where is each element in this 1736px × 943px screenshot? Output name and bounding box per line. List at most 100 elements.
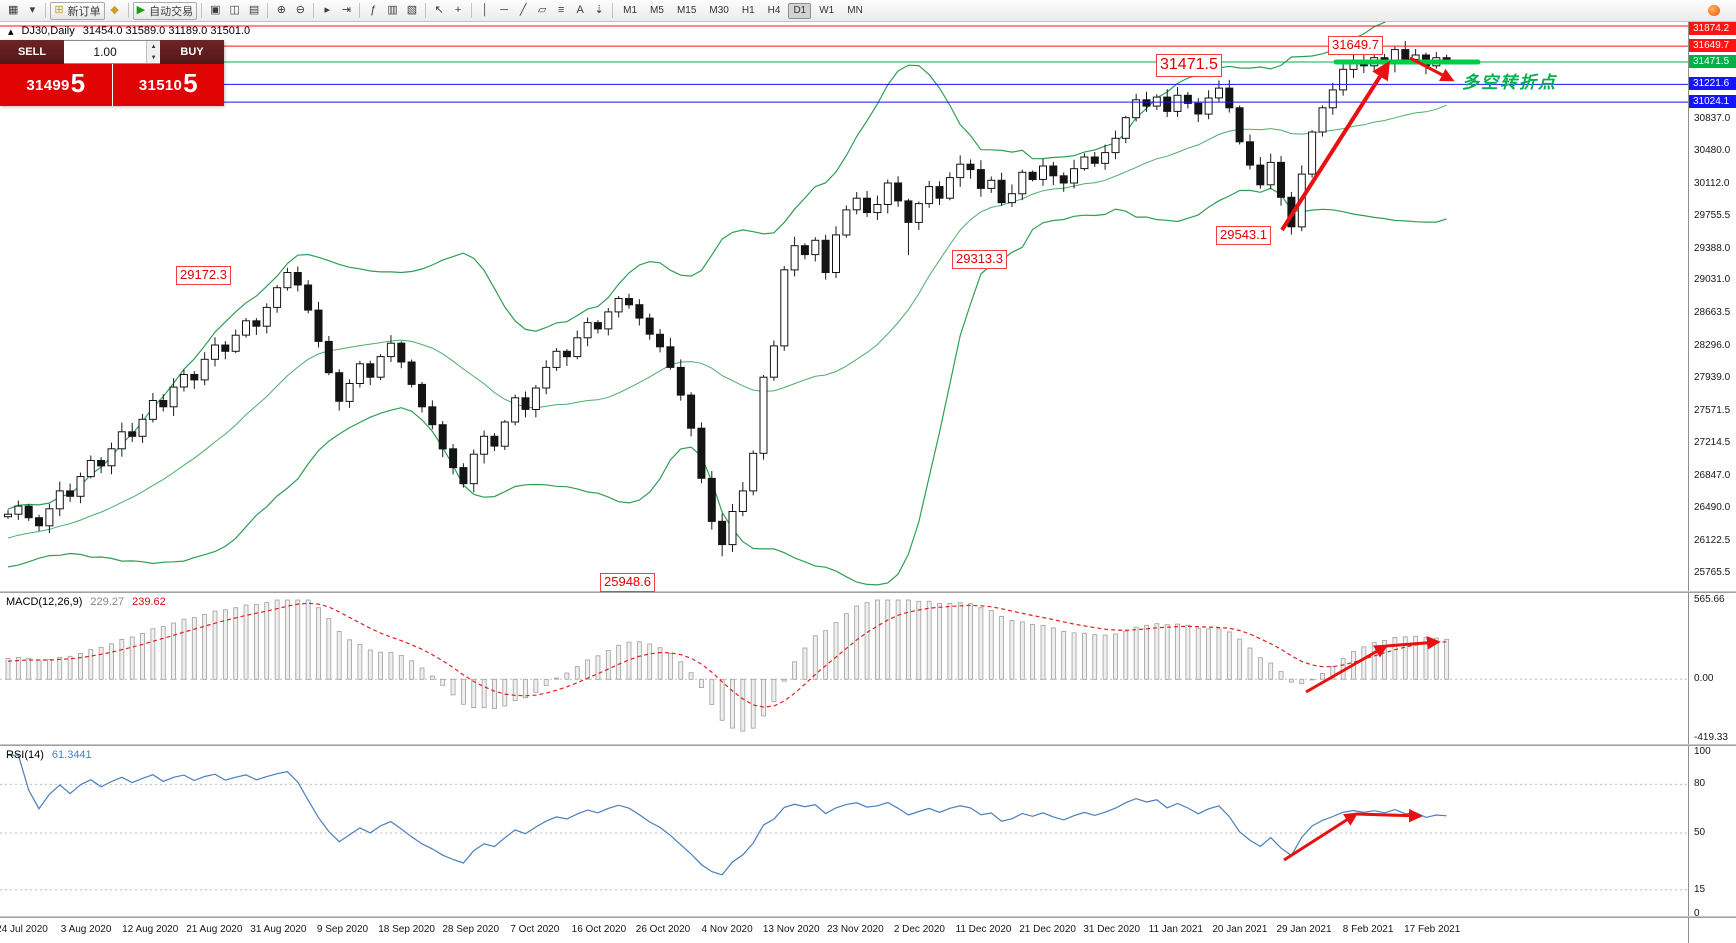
macd-bar bbox=[678, 661, 684, 680]
lot-decrease-button[interactable]: ▼ bbox=[147, 52, 160, 63]
timeframe-m30[interactable]: M30 bbox=[704, 3, 733, 19]
zoom-out-icon[interactable]: ⊖ bbox=[291, 2, 309, 20]
red-arrow bbox=[1280, 60, 1390, 232]
trend-arrows[interactable] bbox=[1280, 56, 1455, 862]
rsi-axis-label: 50 bbox=[1694, 827, 1706, 838]
zoom-in-icon[interactable]: ⊕ bbox=[272, 2, 290, 20]
crosshair-icon[interactable]: + bbox=[449, 2, 467, 20]
timeframe-mn[interactable]: MN bbox=[842, 3, 868, 19]
templates-icon[interactable]: ▧ bbox=[403, 2, 421, 20]
macd-bar bbox=[347, 639, 352, 680]
macd-bar bbox=[450, 678, 456, 696]
sell-button[interactable]: SELL bbox=[0, 40, 64, 64]
macd-bar bbox=[1206, 628, 1211, 680]
timeframe-w1[interactable]: W1 bbox=[814, 3, 839, 19]
lot-increase-button[interactable]: ▲ bbox=[147, 41, 160, 52]
arrow-objects-icon[interactable]: ⇣ bbox=[590, 2, 608, 20]
panel-separator[interactable] bbox=[0, 916, 1736, 918]
cascade-windows-icon[interactable]: ◫ bbox=[226, 2, 244, 20]
zoom-out-icon: ⊖ bbox=[295, 4, 305, 16]
level-price-badge: 31649.7 bbox=[1689, 39, 1736, 53]
macd-bar bbox=[47, 659, 52, 680]
equidistant-channel-icon: ▱ bbox=[537, 4, 547, 16]
new-order-button[interactable]: ⊞ 新订单 bbox=[50, 1, 105, 20]
auto-scroll-icon[interactable]: ▸ bbox=[318, 2, 336, 20]
timeframe-h4[interactable]: H4 bbox=[763, 3, 786, 19]
cursor-icon: ↖ bbox=[434, 4, 444, 16]
timeframe-m1[interactable]: M1 bbox=[618, 3, 642, 19]
macd-bar bbox=[1392, 637, 1398, 680]
profiles-icon: ▾ bbox=[29, 4, 36, 16]
date-label: 11 Dec 2020 bbox=[955, 924, 1012, 935]
macd-bar bbox=[36, 659, 42, 680]
panel-separator[interactable] bbox=[0, 744, 1736, 746]
chart-shift-icon[interactable]: ⇥ bbox=[337, 2, 355, 20]
macd-bar bbox=[926, 600, 932, 680]
buy-button[interactable]: BUY bbox=[160, 40, 224, 64]
equidistant-channel-icon[interactable]: ▱ bbox=[533, 2, 551, 20]
profiles-icon[interactable]: ▾ bbox=[23, 2, 41, 20]
timeframe-h1[interactable]: H1 bbox=[737, 3, 760, 19]
text-label-icon[interactable]: A bbox=[571, 2, 589, 20]
macd-bar bbox=[1102, 634, 1108, 680]
period-selector-icon[interactable]: ▥ bbox=[383, 2, 401, 20]
tile-windows-icon: ▣ bbox=[210, 4, 221, 16]
price-annotation: 25948.6 bbox=[600, 573, 655, 592]
macd-bar bbox=[1185, 624, 1191, 680]
price-tick-label: 25765.5 bbox=[1694, 566, 1731, 578]
zoom-in-icon: ⊕ bbox=[276, 4, 286, 16]
panel-separator[interactable] bbox=[0, 591, 1736, 593]
lot-size-input[interactable] bbox=[64, 41, 147, 63]
sound-alert-icon[interactable]: ◆ bbox=[106, 2, 124, 20]
macd-bar bbox=[388, 652, 394, 680]
macd-bar bbox=[812, 635, 818, 680]
notifications-icon[interactable] bbox=[1708, 5, 1720, 16]
macd-bar bbox=[336, 631, 342, 680]
fibonacci-icon[interactable]: ≡ bbox=[552, 2, 570, 20]
macd-bar bbox=[378, 651, 384, 680]
macd-bar bbox=[1092, 634, 1098, 680]
macd-bar bbox=[1382, 640, 1387, 680]
macd-bar bbox=[668, 653, 673, 680]
macd-bar bbox=[1320, 673, 1325, 680]
timeframe-m5[interactable]: M5 bbox=[645, 3, 669, 19]
macd-bar bbox=[719, 678, 725, 721]
macd-bar bbox=[657, 647, 663, 680]
timeframe-d1[interactable]: D1 bbox=[788, 2, 812, 19]
auto-trading-button[interactable]: ▶ 自动交易 bbox=[132, 1, 198, 20]
buy-price[interactable]: 31510 5 bbox=[112, 64, 224, 106]
chart-canvas[interactable] bbox=[0, 22, 1688, 943]
vertical-line-icon[interactable]: │ bbox=[476, 2, 494, 20]
time-axis[interactable]: 24 Jul 2020 3 Aug 2020 12 Aug 2020 21 Aug 2… bbox=[0, 917, 1688, 943]
price-axis[interactable]: 31874.2 31649.7 31471.5 31221.6 31024.1 30837… bbox=[1688, 22, 1736, 943]
tile-windows-icon[interactable]: ▣ bbox=[206, 2, 224, 20]
macd-bar bbox=[326, 618, 332, 680]
macd-bar bbox=[1237, 638, 1243, 680]
macd-bar bbox=[409, 660, 415, 680]
macd-bar bbox=[119, 639, 125, 680]
rsi-axis-label: 0 bbox=[1694, 908, 1700, 919]
trendline-icon[interactable]: ╱ bbox=[514, 2, 532, 20]
date-label: 11 Jan 2021 bbox=[1148, 924, 1203, 935]
macd-bar bbox=[57, 656, 63, 680]
sell-price-main: 31499 bbox=[26, 76, 70, 94]
sell-price[interactable]: 31499 5 bbox=[0, 64, 112, 106]
price-tick-label: 30837.0 bbox=[1694, 112, 1731, 124]
date-label: 31 Dec 2020 bbox=[1083, 924, 1141, 935]
lot-spinner: ▲ ▼ bbox=[146, 41, 160, 63]
macd-bar bbox=[947, 603, 953, 680]
level-lines[interactable] bbox=[0, 25, 1688, 103]
timeframe-m15[interactable]: M15 bbox=[672, 3, 701, 19]
macd-bar bbox=[740, 678, 746, 732]
indicators-icon[interactable]: ƒ bbox=[364, 2, 382, 20]
date-label: 28 Sep 2020 bbox=[442, 924, 500, 935]
macd-bar bbox=[1123, 630, 1129, 680]
maximize-window-icon[interactable]: ▤ bbox=[245, 2, 263, 20]
new-chart-icon[interactable]: ▦ bbox=[4, 2, 22, 20]
horizontal-line-icon[interactable]: ─ bbox=[495, 2, 513, 20]
macd-bar bbox=[968, 603, 973, 680]
indicators-icon: ƒ bbox=[370, 4, 377, 16]
cursor-icon[interactable]: ↖ bbox=[430, 2, 448, 20]
trendline-icon: ╱ bbox=[519, 4, 527, 16]
macd-bar bbox=[357, 644, 363, 680]
